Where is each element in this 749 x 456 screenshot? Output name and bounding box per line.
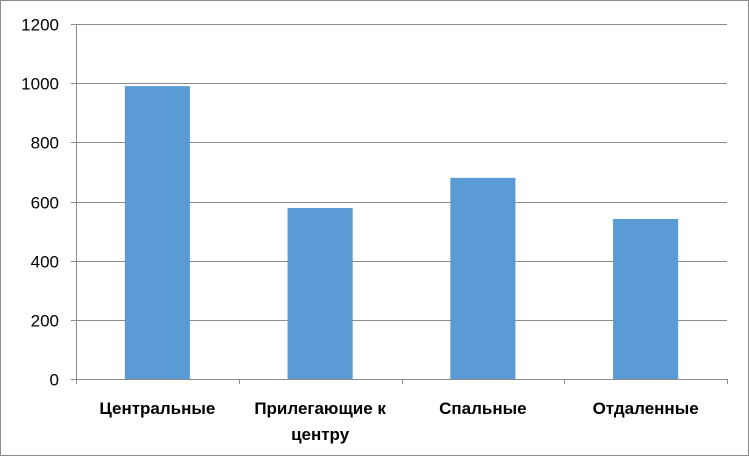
y-tick-label: 400 [31, 253, 59, 272]
y-tick-label: 600 [31, 194, 59, 213]
bar [450, 177, 516, 379]
x-tick-label-line: Центральные [99, 399, 215, 418]
y-tick-label: 1000 [21, 75, 59, 94]
x-tick-label: Прилегающие к центру [254, 399, 386, 444]
x-tick-label-line: Отдаленные [593, 399, 699, 418]
y-tick-label: 200 [31, 312, 59, 331]
y-tick-label: 1200 [21, 16, 59, 35]
bar [124, 86, 190, 379]
bars [124, 86, 679, 379]
bar [613, 218, 679, 379]
x-tick-label-line: центру [291, 425, 350, 444]
y-tick-label: 0 [50, 371, 59, 390]
x-tick-label: Спальные [439, 399, 527, 418]
x-tick-label-line: Спальные [439, 399, 527, 418]
x-tick-label: Отдаленные [593, 399, 699, 418]
bar [287, 208, 353, 379]
x-tick-labels: Центральные Прилегающие к центру Спальные От… [99, 399, 698, 444]
y-tick-label: 800 [31, 134, 59, 153]
x-tick-label: Центральные [99, 399, 215, 418]
x-tick-label-line: Прилегающие к [254, 399, 386, 418]
axes [71, 24, 728, 384]
y-tick-labels: 0 200 400 600 800 1000 1200 [21, 16, 59, 390]
